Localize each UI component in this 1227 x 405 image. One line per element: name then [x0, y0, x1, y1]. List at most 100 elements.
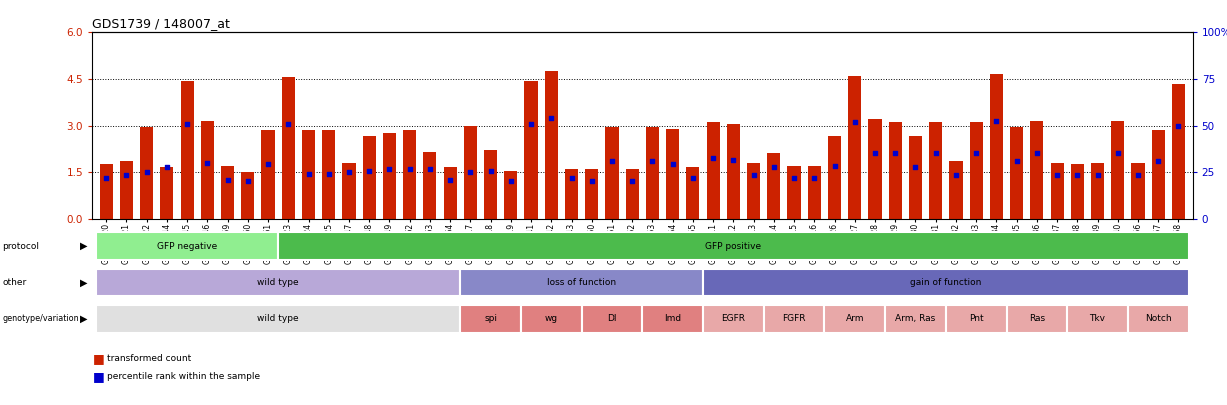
- Point: [1168, 122, 1188, 129]
- Bar: [707, 122, 720, 219]
- Bar: [888, 122, 902, 219]
- Point: [946, 172, 966, 179]
- Point: [805, 175, 825, 181]
- Point: [1027, 150, 1047, 157]
- Bar: [363, 136, 375, 219]
- Point: [845, 119, 865, 126]
- Point: [926, 150, 946, 157]
- Point: [400, 166, 420, 172]
- Bar: [1050, 163, 1064, 219]
- Bar: [848, 76, 861, 219]
- Text: Dl: Dl: [607, 314, 617, 324]
- Point: [1128, 172, 1147, 179]
- Point: [440, 177, 460, 183]
- Bar: [180, 81, 194, 219]
- Bar: [279, 232, 1189, 260]
- Text: transformed count: transformed count: [107, 354, 191, 363]
- Bar: [929, 122, 942, 219]
- Bar: [504, 171, 518, 219]
- Point: [1088, 172, 1108, 179]
- Bar: [703, 269, 1189, 296]
- Point: [622, 178, 642, 185]
- Text: other: other: [2, 278, 27, 287]
- Text: wg: wg: [545, 314, 558, 324]
- Bar: [261, 130, 275, 219]
- Point: [258, 161, 277, 168]
- Text: percentile rank within the sample: percentile rank within the sample: [107, 372, 260, 381]
- Point: [298, 171, 318, 177]
- Text: Pnt: Pnt: [969, 314, 984, 324]
- Bar: [140, 127, 153, 219]
- Point: [602, 158, 622, 164]
- Bar: [1010, 127, 1023, 219]
- Bar: [605, 127, 618, 219]
- Bar: [460, 269, 703, 296]
- Point: [967, 150, 987, 157]
- Bar: [747, 163, 761, 219]
- Text: wild type: wild type: [258, 278, 299, 287]
- Bar: [1067, 305, 1128, 333]
- Point: [1048, 172, 1067, 179]
- Point: [886, 150, 906, 157]
- Bar: [990, 75, 1002, 219]
- Text: wild type: wild type: [258, 314, 299, 324]
- Bar: [828, 136, 842, 219]
- Bar: [521, 305, 582, 333]
- Point: [238, 178, 258, 185]
- Text: GFP negative: GFP negative: [157, 241, 217, 251]
- Bar: [96, 232, 279, 260]
- Bar: [825, 305, 885, 333]
- Text: EGFR: EGFR: [721, 314, 745, 324]
- Point: [987, 117, 1006, 124]
- Point: [177, 121, 196, 127]
- Bar: [582, 305, 642, 333]
- Bar: [1031, 121, 1043, 219]
- Point: [481, 167, 501, 174]
- Bar: [645, 127, 659, 219]
- Point: [906, 164, 925, 171]
- Bar: [460, 305, 521, 333]
- Point: [865, 150, 885, 157]
- Bar: [96, 305, 460, 333]
- Point: [1067, 172, 1087, 179]
- Bar: [242, 172, 254, 219]
- Point: [724, 156, 744, 163]
- Bar: [99, 164, 113, 219]
- Point: [460, 169, 480, 175]
- Point: [562, 175, 582, 181]
- Point: [420, 166, 439, 172]
- Bar: [1006, 305, 1067, 333]
- Text: ■: ■: [93, 370, 106, 383]
- Point: [744, 172, 763, 179]
- Text: ■: ■: [93, 352, 106, 365]
- Bar: [1071, 164, 1083, 219]
- Text: lmd: lmd: [664, 314, 681, 324]
- Point: [117, 172, 136, 179]
- Point: [97, 175, 117, 181]
- Text: GFP positive: GFP positive: [706, 241, 762, 251]
- Text: genotype/variation: genotype/variation: [2, 314, 79, 324]
- Point: [764, 164, 784, 171]
- Text: ▶: ▶: [80, 314, 87, 324]
- Point: [319, 171, 339, 177]
- Text: Arm, Ras: Arm, Ras: [896, 314, 936, 324]
- Bar: [524, 81, 537, 219]
- Bar: [1172, 84, 1185, 219]
- Bar: [161, 168, 173, 219]
- Bar: [788, 166, 801, 219]
- Point: [1108, 150, 1128, 157]
- Bar: [643, 305, 703, 333]
- Bar: [564, 169, 578, 219]
- Text: ▶: ▶: [80, 241, 87, 251]
- Bar: [483, 150, 497, 219]
- Bar: [950, 161, 962, 219]
- Text: loss of function: loss of function: [547, 278, 616, 287]
- Bar: [120, 161, 133, 219]
- Bar: [443, 168, 456, 219]
- Point: [541, 115, 561, 121]
- Bar: [686, 168, 699, 219]
- Bar: [545, 71, 558, 219]
- Text: Arm: Arm: [845, 314, 864, 324]
- Bar: [726, 124, 740, 219]
- Point: [279, 121, 298, 127]
